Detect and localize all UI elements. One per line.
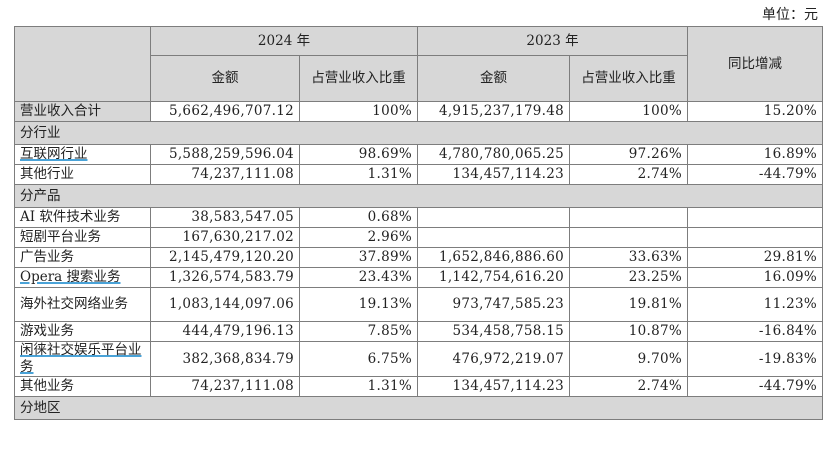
ratio-2023: 2.74% [569,376,688,397]
amount-2024: 1,326,574,583.79 [150,267,300,288]
yoy-change: 16.09% [687,267,823,288]
yoy-change: -44.79% [687,376,823,397]
ratio-2024: 0.68% [299,207,418,228]
yoy-change: -16.84% [687,321,823,342]
amount-2023: 4,915,237,179.48 [417,101,570,122]
header-year-2023: 2023 年 [417,26,688,56]
row-label: 广告业务 [14,247,151,268]
table-row: 互联网行业 5,588,259,596.04 98.69% 4,780,780,… [14,144,823,165]
amount-2023: 4,780,780,065.25 [417,144,570,165]
ratio-2023: 2.74% [569,164,688,185]
ratio-2023: 33.63% [569,247,688,268]
section-title: 分产品 [14,184,823,208]
table-row: 游戏业务 444,479,196.13 7.85% 534,458,758.15… [14,321,823,342]
row-label: Opera 搜索业务 [14,267,151,288]
amount-2023: 134,457,114.23 [417,164,570,185]
row-label-text: 闲徕社交娱乐平台业务 [20,342,142,376]
header-amount-2023: 金额 [417,55,570,102]
unit-label: 单位：元 [762,7,818,23]
amount-2024: 5,588,259,596.04 [150,144,300,165]
yoy-change: 11.23% [687,287,823,322]
amount-2023: 1,142,754,616.20 [417,267,570,288]
ratio-2023: 100% [569,101,688,122]
header-amount-2024: 金额 [150,55,300,102]
amount-2023 [417,227,570,248]
header-year-2024: 2024 年 [150,26,418,56]
row-label: 短剧平台业务 [14,227,151,248]
row-label: 游戏业务 [14,321,151,342]
table-row: 其他行业 74,237,111.08 1.31% 134,457,114.23 … [14,164,823,185]
amount-2024: 167,630,217.02 [150,227,300,248]
row-label: 营业收入合计 [14,101,151,122]
yoy-change: -19.83% [687,341,823,377]
total-row: 营业收入合计 5,662,496,707.12 100% 4,915,237,1… [14,101,823,122]
row-label: 其他业务 [14,376,151,397]
section-title: 分地区 [14,396,823,420]
ratio-2024: 98.69% [299,144,418,165]
ratio-2024: 1.31% [299,164,418,185]
ratio-2024: 6.75% [299,341,418,377]
ratio-2023: 10.87% [569,321,688,342]
section-row-product: 分产品 [14,184,823,208]
ratio-2023: 19.81% [569,287,688,322]
amount-2024: 382,368,834.79 [150,341,300,377]
header-row-years: 2024 年 2023 年 同比增减 [14,26,823,102]
row-label: 闲徕社交娱乐平台业务 [14,341,151,377]
section-title: 分行业 [14,121,823,145]
amount-2024: 38,583,547.05 [150,207,300,228]
header-blank [14,26,151,102]
ratio-2024: 23.43% [299,267,418,288]
amount-2024: 444,479,196.13 [150,321,300,342]
header-ratio-2024: 占营业收入比重 [299,55,418,102]
table-row: 其他业务 74,237,111.08 1.31% 134,457,114.23 … [14,376,823,397]
amount-2023: 1,652,846,886.60 [417,247,570,268]
yoy-change [687,207,823,228]
amount-2023: 134,457,114.23 [417,376,570,397]
ratio-2024: 2.96% [299,227,418,248]
section-row-industry: 分行业 [14,121,823,145]
row-label-text: 互联网行业 [20,146,88,162]
ratio-2024: 37.89% [299,247,418,268]
amount-2023: 476,972,219.07 [417,341,570,377]
ratio-2023 [569,207,688,228]
table-row: 广告业务 2,145,479,120.20 37.89% 1,652,846,8… [14,247,823,268]
header-yoy: 同比增减 [687,26,823,102]
row-label: 其他行业 [14,164,151,185]
yoy-change: -44.79% [687,164,823,185]
revenue-table: 2024 年 2023 年 同比增减 金额 占营业收入比重 金额 占营业收入比重… [14,26,823,420]
yoy-change [687,227,823,248]
row-label: 海外社交网络业务 [14,287,151,322]
row-label-text: Opera 搜索业务 [20,269,121,285]
ratio-2024: 19.13% [299,287,418,322]
table-row: 海外社交网络业务 1,083,144,097.06 19.13% 973,747… [14,287,823,322]
amount-2024: 1,083,144,097.06 [150,287,300,322]
yoy-change: 16.89% [687,144,823,165]
header-row-columns: 金额 占营业收入比重 金额 占营业收入比重 [15,55,823,102]
row-label: 互联网行业 [14,144,151,165]
ratio-2024: 1.31% [299,376,418,397]
ratio-2023: 23.25% [569,267,688,288]
amount-2024: 74,237,111.08 [150,376,300,397]
table-row: 闲徕社交娱乐平台业务 382,368,834.79 6.75% 476,972,… [14,341,823,377]
amount-2023 [417,207,570,228]
header-ratio-2023: 占营业收入比重 [569,55,688,102]
ratio-2023: 9.70% [569,341,688,377]
row-label: AI 软件技术业务 [14,207,151,228]
ratio-2023 [569,227,688,248]
section-row-region: 分地区 [14,396,823,420]
yoy-change: 15.20% [687,101,823,122]
ratio-2023: 97.26% [569,144,688,165]
ratio-2024: 7.85% [299,321,418,342]
amount-2024: 5,662,496,707.12 [150,101,300,122]
table-row: 短剧平台业务 167,630,217.02 2.96% [14,227,823,248]
amount-2024: 2,145,479,120.20 [150,247,300,268]
amount-2023: 973,747,585.23 [417,287,570,322]
table-row: Opera 搜索业务 1,326,574,583.79 23.43% 1,142… [14,267,823,288]
amount-2024: 74,237,111.08 [150,164,300,185]
amount-2023: 534,458,758.15 [417,321,570,342]
table-row: AI 软件技术业务 38,583,547.05 0.68% [14,207,823,228]
yoy-change: 29.81% [687,247,823,268]
ratio-2024: 100% [299,101,418,122]
